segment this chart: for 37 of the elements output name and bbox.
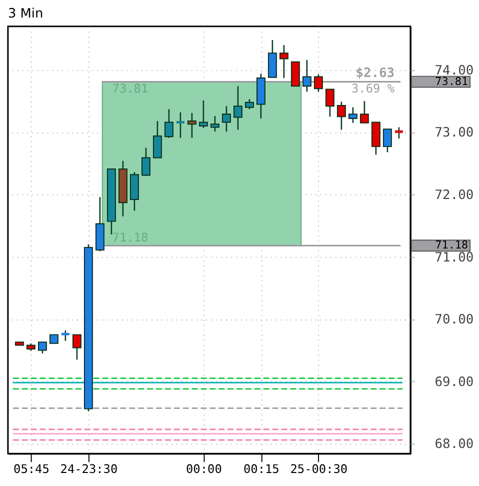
y-tick-label: 73.00 <box>434 126 474 141</box>
candlestick <box>325 88 334 118</box>
x-tick-label: 24-23:30 <box>60 462 118 476</box>
y-tick-label: 69.00 <box>434 374 474 390</box>
candlestick <box>314 74 323 92</box>
candlestick <box>72 334 82 360</box>
candlestick <box>348 106 358 124</box>
text: 71.18 <box>435 238 468 252</box>
candlestick <box>164 108 174 138</box>
candlestick <box>222 105 231 132</box>
candlestick <box>336 101 346 130</box>
candlestick <box>60 330 71 342</box>
candlestick <box>198 100 208 129</box>
candlestick <box>141 147 150 176</box>
x-tick-label: 00:15 <box>244 462 280 476</box>
x-tick-label: 05:45 <box>14 462 50 476</box>
candlestick <box>152 120 162 158</box>
candlestick <box>360 100 369 124</box>
y-tick-label: 71.00 <box>434 250 474 266</box>
x-tick-label: 00:00 <box>186 462 222 476</box>
x-tick-label: 25-00:30 <box>290 462 348 476</box>
annotation: $2.63 <box>356 66 395 81</box>
candlestick <box>382 128 392 153</box>
candlestick <box>394 126 404 140</box>
y-tick-label: 68.00 <box>434 437 474 452</box>
candlestick <box>175 112 186 138</box>
annotation: 3.69 % <box>352 82 395 96</box>
candlestick <box>233 85 242 130</box>
y-tick-label: 70.00 <box>434 312 474 328</box>
chart-title: 3 Min <box>8 6 44 22</box>
candlestick <box>38 342 47 354</box>
candlestick <box>302 59 312 92</box>
candlestick <box>187 112 196 138</box>
candlestick <box>244 98 254 110</box>
y-tick-label: 72.00 <box>434 188 474 203</box>
candlestick <box>210 115 220 132</box>
candlestick <box>279 44 288 79</box>
